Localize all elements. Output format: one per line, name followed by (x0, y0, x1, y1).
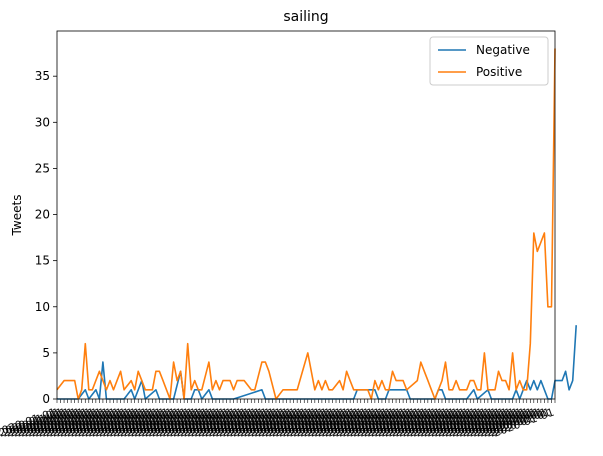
plot-frame (56, 30, 556, 400)
y-tick-label: 25 (35, 161, 50, 175)
y-tick-label: 15 (35, 254, 50, 268)
series-line-positive (56, 48, 556, 400)
legend-label-positive: Positive (476, 65, 522, 79)
y-tick-label: 20 (35, 208, 50, 222)
y-tick-label: 5 (42, 346, 50, 360)
legend-box (429, 36, 549, 86)
y-tick-label: 30 (35, 115, 50, 129)
y-axis: 0 5 10 15 20 25 30 35 (35, 69, 57, 406)
y-tick-label: 35 (35, 69, 50, 83)
x-axis: 2020-01-012020-01-012020-01-012020-01-01… (0, 399, 556, 440)
y-tick-label: 0 (42, 392, 50, 406)
y-axis-label: Tweets (10, 195, 24, 237)
chart-title: sailing (283, 9, 328, 25)
legend-label-negative: Negative (476, 43, 530, 57)
y-tick-label: 10 (35, 300, 50, 314)
legend: Negative Positive (429, 36, 549, 86)
